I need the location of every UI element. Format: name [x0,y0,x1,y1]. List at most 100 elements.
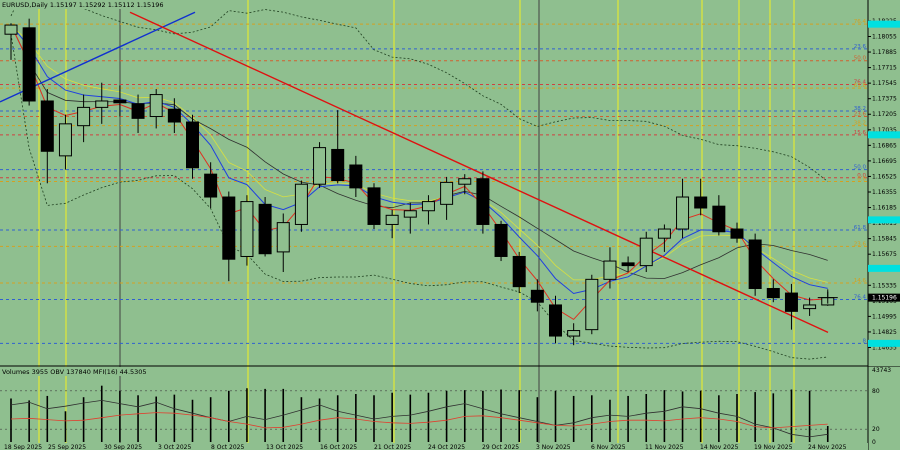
level-box-3 [868,264,900,272]
price-label-17: 1.15335 [872,282,897,289]
candle-1 [22,18,36,106]
date-label-1: 25 Sep 2025 [48,444,86,450]
indicator-label-2: 20 [872,426,880,433]
candle-26 [476,171,490,234]
candle-2 [40,89,54,184]
candle-body [803,304,817,310]
candle-35 [639,231,653,273]
header-backdrop [0,0,148,9]
date-label-8: 24 Oct 2025 [428,444,465,450]
price-axis: 1.182251.180551.178851.177151.175451.173… [867,0,900,450]
candle-32 [585,274,599,335]
vertical-guides [38,0,795,450]
candle-body [494,223,508,257]
candle-0 [4,23,18,60]
candle-body [730,228,744,239]
level-box-2 [868,216,900,224]
fib-label-6: 23.6 [854,112,867,118]
fib-label-5: 38.2 [854,106,866,112]
candle-body [748,239,762,289]
candle-22 [403,202,417,234]
candle-body [186,121,199,169]
date-label-6: 16 Oct 2025 [320,444,357,450]
date-label-10: 3 Nov 2025 [536,444,571,450]
candle-7 [131,94,145,133]
candle-8 [149,89,163,129]
candle-body [294,183,308,225]
date-label-12: 11 Nov 2025 [645,444,684,450]
fib-label-0: 76.4 [854,19,867,25]
date-label-14: 19 Nov 2025 [754,444,793,450]
date-label-9: 29 Oct 2025 [482,444,519,450]
fib-label-8: 15.6 [854,130,867,136]
candle-21 [385,209,399,239]
fib-label-13: 23.6 [854,241,867,247]
price-label-6: 1.17205 [872,111,897,118]
candle-body [222,196,236,260]
candle-body [585,278,599,331]
indicator-label-1: 80 [872,388,880,395]
candle-body [4,24,18,35]
level-box-0 [868,20,900,28]
candle-33 [603,247,617,289]
price-marker [817,291,838,304]
lower-band [10,34,828,360]
fib-label-1: 23.6 [854,44,867,50]
candle-6 [113,85,127,117]
candle-15 [276,213,290,273]
date-axis-bg [0,443,868,450]
price-label-8: 1.16865 [872,142,897,149]
candle-body [403,210,417,218]
candle-body [512,255,526,288]
date-label-7: 21 Oct 2025 [374,444,411,450]
indicator-bands [10,0,828,360]
candle-body [204,173,218,198]
level-box-1 [868,131,900,139]
candle-body [276,222,290,253]
candle-3 [58,114,72,170]
candle-body [421,201,435,212]
candle-body [240,201,254,257]
candle-body [58,123,72,157]
candle-body [549,304,562,337]
candle-body [657,228,671,239]
indicator-axis: 43743 80 20 0 [869,367,900,446]
candle-body [385,214,399,225]
candle-body [784,292,798,312]
candle-body [603,260,617,280]
date-label-15: 24 Nov 2025 [808,444,847,450]
price-label-13: 1.16015 [872,220,897,227]
candle-11 [204,162,218,208]
upper-band [10,0,828,182]
price-label-15: 1.15675 [872,251,897,258]
candlesticks[interactable] [4,18,835,346]
fib-label-12: 61.8 [854,225,867,231]
candle-body [149,94,163,118]
candle-27 [494,220,508,262]
candle-body [676,196,690,230]
candle-14 [258,197,272,257]
fib-label-14: 14.6 [854,278,867,284]
candle-body [621,262,635,267]
price-label-3: 1.17715 [872,65,897,72]
obv-line [10,399,828,438]
candle-41 [748,233,762,296]
price-label-12: 1.16185 [872,205,897,212]
fib-label-10: 0.0 [857,173,866,179]
candle-42 [766,279,780,303]
candle-body [131,103,145,119]
date-label-5: 13 Oct 2025 [266,444,303,450]
price-label-4: 1.17545 [872,80,897,87]
price-label-10: 1.16525 [872,173,897,180]
price-label-5: 1.17375 [872,96,897,103]
indicator-label-3: 0 [872,439,876,446]
fib-label-4: 61.8 [854,83,867,89]
candle-12 [222,191,236,282]
candle-40 [730,222,744,243]
fibonacci-levels: 76.423.650.076.461.838.223.638.215.650.0… [0,19,868,344]
candle-body [113,99,127,104]
candle-4 [77,94,91,143]
indicator-header: Volumes 3955 OBV 137840 MFI(16) 44.5305 [2,368,147,376]
candle-39 [712,195,726,236]
